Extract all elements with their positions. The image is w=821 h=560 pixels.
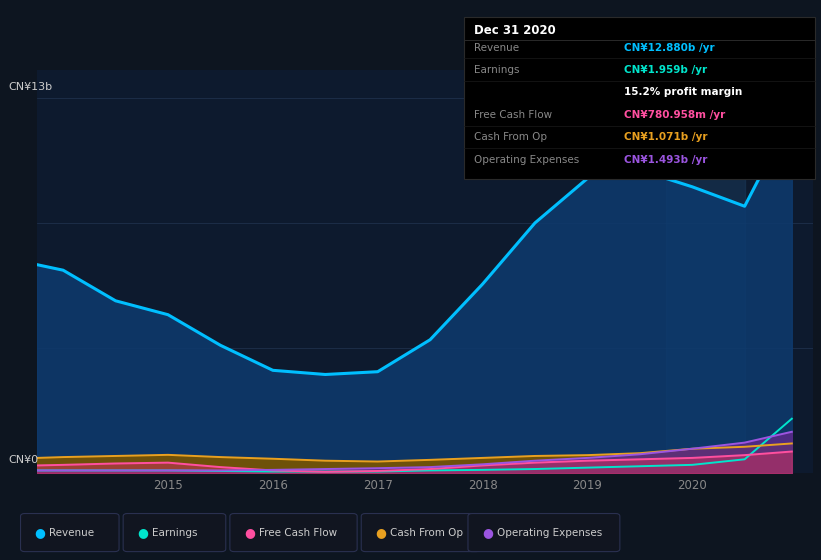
Text: CN¥780.958m /yr: CN¥780.958m /yr: [624, 110, 725, 120]
Text: ●: ●: [375, 526, 386, 539]
Text: Cash From Op: Cash From Op: [390, 528, 463, 538]
Text: Revenue: Revenue: [49, 528, 94, 538]
Text: 15.2% profit margin: 15.2% profit margin: [624, 87, 742, 97]
Text: Operating Expenses: Operating Expenses: [474, 155, 579, 165]
Text: ●: ●: [482, 526, 493, 539]
Text: CN¥1.493b /yr: CN¥1.493b /yr: [624, 155, 708, 165]
Text: CN¥0: CN¥0: [8, 455, 39, 465]
Text: Free Cash Flow: Free Cash Flow: [259, 528, 337, 538]
Text: Operating Expenses: Operating Expenses: [497, 528, 602, 538]
Bar: [666, 70, 745, 473]
Text: CN¥1.959b /yr: CN¥1.959b /yr: [624, 65, 707, 75]
Text: Earnings: Earnings: [474, 65, 519, 75]
Text: CN¥1.071b /yr: CN¥1.071b /yr: [624, 132, 708, 142]
Text: CN¥13b: CN¥13b: [8, 82, 53, 92]
Text: ●: ●: [244, 526, 255, 539]
Text: CN¥12.880b /yr: CN¥12.880b /yr: [624, 43, 714, 53]
Text: Earnings: Earnings: [152, 528, 197, 538]
Text: ●: ●: [137, 526, 148, 539]
Text: ●: ●: [34, 526, 45, 539]
Text: Cash From Op: Cash From Op: [474, 132, 547, 142]
Text: Revenue: Revenue: [474, 43, 519, 53]
Text: Free Cash Flow: Free Cash Flow: [474, 110, 552, 120]
Text: Dec 31 2020: Dec 31 2020: [474, 24, 556, 38]
